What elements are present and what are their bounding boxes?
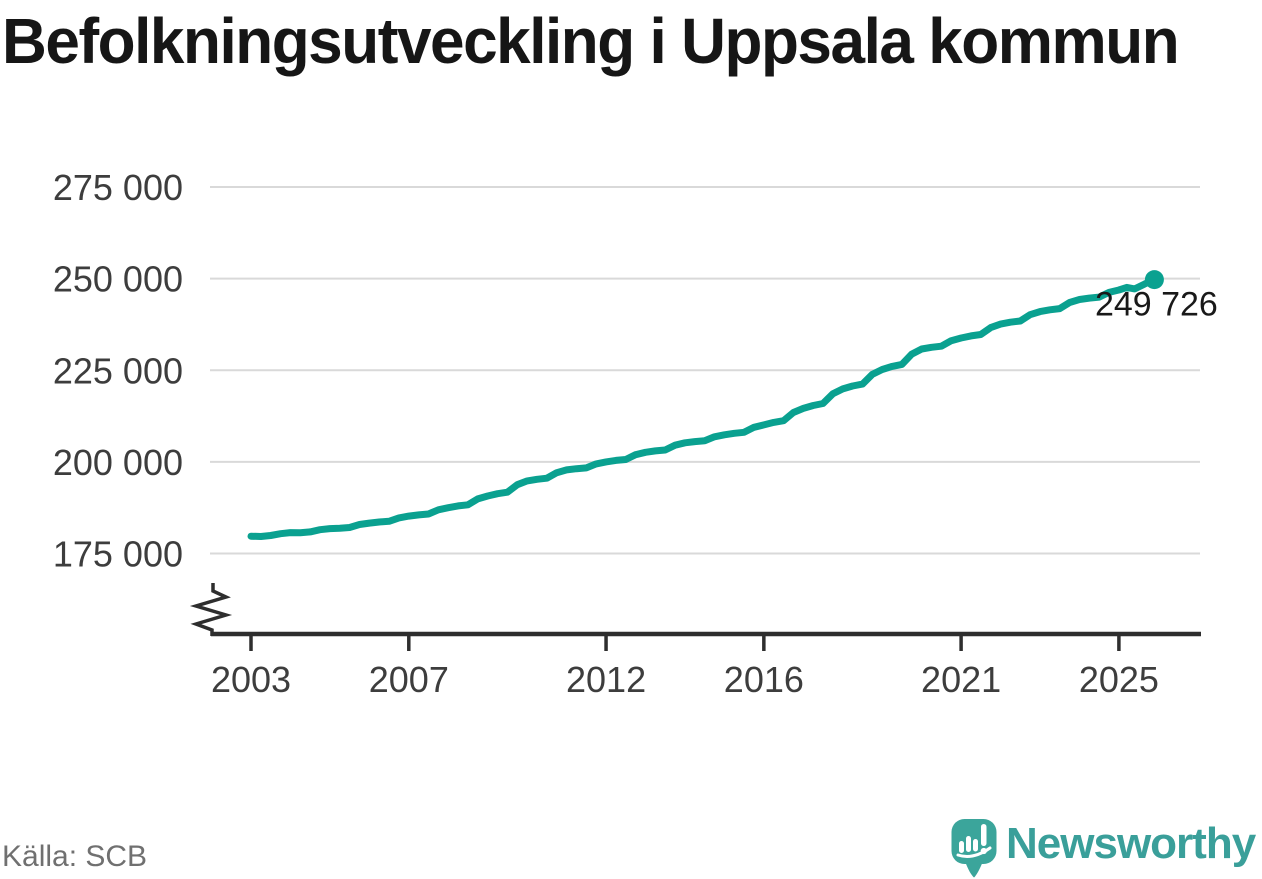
x-axis-tick-label: 2021	[921, 659, 1001, 700]
y-axis-tick-label: 225 000	[53, 350, 183, 391]
y-axis-labels: 175 000 200 000 225 000 250 000 275 000	[53, 167, 183, 575]
source-label: Källa: SCB	[2, 840, 148, 873]
x-axis-tick-label: 2007	[369, 659, 449, 700]
y-axis-break-icon	[189, 583, 233, 636]
newsworthy-logo: Newsworthy	[951, 818, 1261, 879]
latest-value-label: 249 726	[1095, 286, 1218, 324]
latest-value-dot	[1144, 270, 1164, 290]
page-title: Befolkningsutveckling i Uppsala kommun	[2, 5, 1180, 77]
x-axis-tick-label: 2012	[566, 659, 646, 700]
newsworthy-wordmark: Newsworthy	[1006, 819, 1256, 868]
x-axis-tick-label: 2025	[1079, 659, 1159, 700]
population-line-chart: 175 000 200 000 225 000 250 000 275 000 2003…	[53, 167, 1218, 700]
data-series: 249 726	[247, 270, 1218, 540]
x-axis-ticks	[249, 636, 1121, 651]
population-line	[247, 276, 1158, 540]
x-axis-tick-label: 2016	[724, 659, 804, 700]
newsworthy-speech-bubble-chart-icon	[951, 819, 997, 878]
y-axis-tick-label: 175 000	[53, 534, 183, 575]
x-axis-tick-label: 2003	[211, 659, 291, 700]
y-axis-tick-label: 250 000	[53, 259, 183, 300]
x-axis-labels: 2003 2007 2012 2016 2021 2025	[211, 659, 1159, 700]
gridlines	[210, 186, 1200, 555]
y-axis-tick-label: 200 000	[53, 442, 183, 483]
y-axis-tick-label: 275 000	[53, 167, 183, 208]
